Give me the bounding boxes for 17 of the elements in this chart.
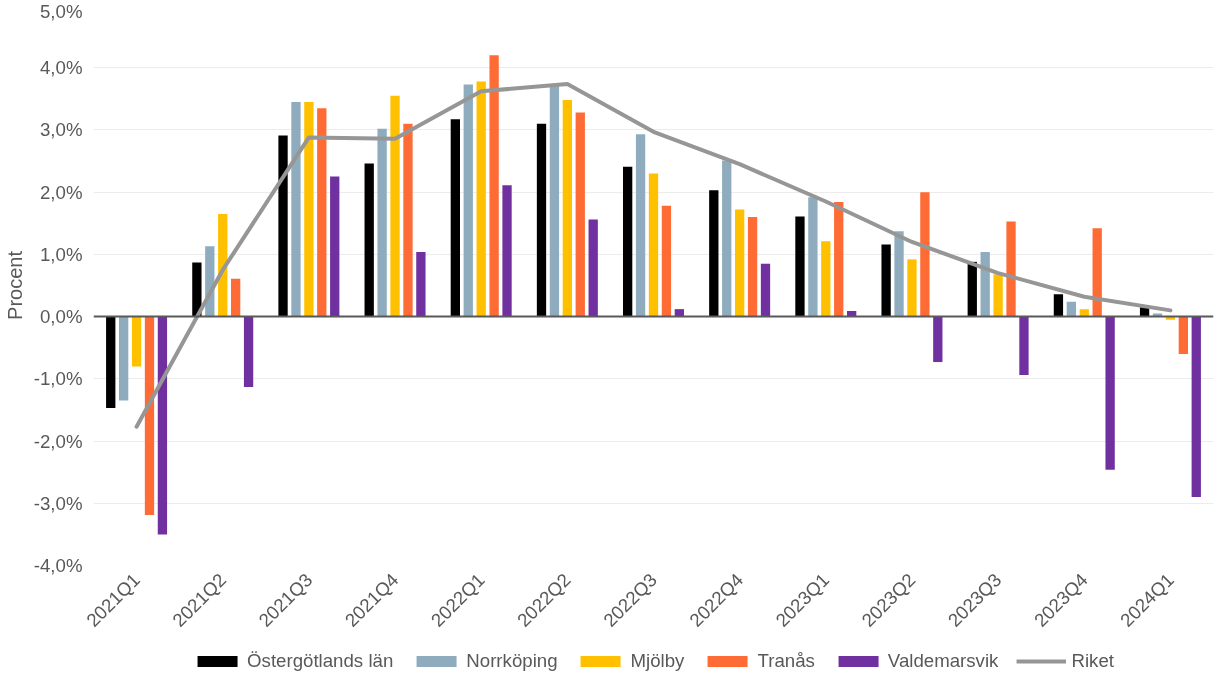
legend-label: Tranås bbox=[757, 650, 815, 672]
y-tick-label: -2,0% bbox=[33, 430, 83, 452]
legend-label: Riket bbox=[1071, 650, 1114, 672]
y-tick-label: -1,0% bbox=[33, 368, 83, 390]
y-tick-label: 5,0% bbox=[39, 0, 83, 22]
legend-label: Östergötlands län bbox=[247, 650, 394, 672]
y-tick-label: 1,0% bbox=[39, 243, 83, 265]
y-axis-title: Procent bbox=[3, 250, 26, 320]
legend-label: Valdemarsvik bbox=[887, 650, 999, 672]
y-tick-label: 3,0% bbox=[39, 119, 83, 141]
y-tick-label: -3,0% bbox=[33, 492, 83, 514]
y-tick-label: 4,0% bbox=[39, 57, 83, 79]
y-tick-label: 0,0% bbox=[39, 306, 83, 328]
y-tick-label: -4,0% bbox=[33, 555, 83, 576]
legend-label: Norrköping bbox=[466, 650, 558, 672]
legend-label: Mjölby bbox=[630, 650, 685, 672]
y-tick-label: 2,0% bbox=[39, 181, 83, 203]
